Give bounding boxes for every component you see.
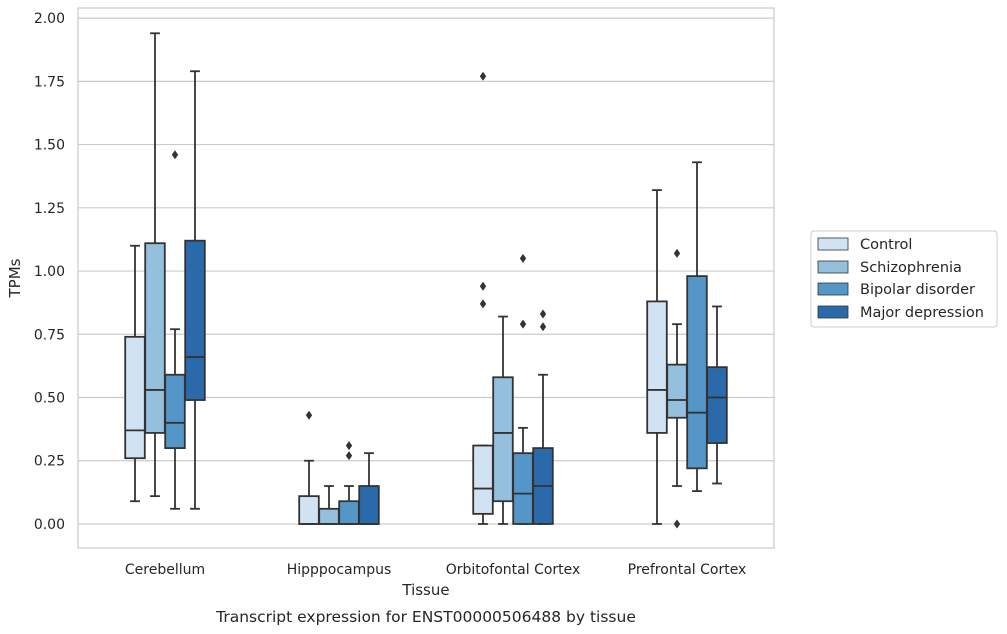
y-tick-label: 0.25 [34,454,65,470]
legend-item-major-depression: Major depression [817,305,984,321]
box-iqr [646,300,668,434]
legend-label-major-depression: Major depression [860,305,984,321]
outlier-point [519,253,527,263]
outlier-point [345,441,353,451]
box-iqr [124,335,146,460]
outlier-point [673,519,681,529]
box-iqr [144,242,166,434]
legend-frame [810,230,998,328]
plot-frame [77,7,775,549]
legend: Control Schizophrenia Bipolar disorder M… [810,230,998,328]
x-axis-title: Tissue [401,581,449,599]
box-orbitofontal-cortex-major-depression [532,309,554,525]
outlier-point [171,150,179,160]
box-layer [124,32,728,529]
box-cerebellum-schizophrenia [144,32,166,498]
legend-label-schizophrenia: Schizophrenia [860,260,962,276]
box-hipppocampus-major-depression [358,452,380,525]
box-iqr [512,452,534,525]
box-iqr [338,500,360,525]
legend-label-control: Control [860,237,912,253]
legend-label-bipolar-disorder: Bipolar disorder [860,282,975,298]
box-iqr [298,495,320,525]
outlier-point [479,281,487,291]
y-axis-title: TPMs [6,258,24,298]
x-tick-label-prefrontal-cortex: Prefrontal Cortex [628,562,747,578]
legend-swatch-control [817,237,849,251]
y-tick-label: 0.00 [34,517,65,533]
legend-item-schizophrenia: Schizophrenia [817,260,962,276]
legend-item-bipolar-disorder: Bipolar disorder [817,282,975,298]
x-tick-label-orbitofontal-cortex: Orbitofontal Cortex [446,562,581,578]
box-iqr [706,366,728,444]
y-tick-labels: 0.00 0.25 0.50 0.75 1.00 1.25 1.50 1.75 2.00 [34,11,65,533]
y-tick-label: 1.00 [34,264,65,280]
x-tick-label-cerebellum: Cerebellum [125,562,205,578]
outlier-point [305,410,313,420]
y-tick-label: 0.75 [34,327,65,343]
box-prefrontal-cortex-control [646,189,668,525]
box-cerebellum-control [124,244,146,503]
box-prefrontal-cortex-bipolar-disorder [686,161,708,492]
box-orbitofontal-cortex-control [472,71,494,525]
outlier-point [479,71,487,81]
box-iqr [184,239,206,401]
box-iqr [318,507,340,525]
box-orbitofontal-cortex-schizophrenia [492,315,514,525]
box-orbitofontal-cortex-bipolar-disorder [512,253,534,525]
box-hipppocampus-control [298,410,320,525]
box-prefrontal-cortex-schizophrenia [666,248,688,529]
outlier-point [479,299,487,309]
legend-swatch-schizophrenia [817,260,849,274]
y-tick-label: 1.75 [34,74,65,90]
box-iqr [472,444,494,515]
box-iqr [686,275,708,470]
y-tick-label: 0.50 [34,391,65,407]
y-tick-label: 2.00 [34,11,65,27]
legend-swatch-bipolar-disorder [817,282,849,296]
box-hipppocampus-bipolar-disorder [338,441,360,525]
box-prefrontal-cortex-major-depression [706,305,728,485]
x-tick-labels: Cerebellum Hipppocampus Orbitofontal Corte… [125,562,746,578]
box-cerebellum-bipolar-disorder [164,150,186,510]
outlier-point [519,319,527,329]
box-iqr [492,376,514,503]
outlier-point [539,322,547,332]
box-iqr [666,363,688,419]
y-tick-label: 1.25 [34,201,65,217]
box-iqr [164,373,186,449]
box-cerebellum-major-depression [184,70,206,510]
legend-item-control: Control [817,237,912,253]
chart-caption: Transcript expression for ENST0000050648… [215,608,636,626]
legend-swatch-major-depression [817,305,849,319]
y-tick-label: 1.50 [34,138,65,154]
outlier-point [345,451,353,461]
box-iqr [358,485,380,525]
box-hipppocampus-schizophrenia [318,485,340,525]
outlier-point [539,309,547,319]
outlier-point [673,248,681,258]
x-tick-label-hipppocampus: Hipppocampus [287,562,392,578]
